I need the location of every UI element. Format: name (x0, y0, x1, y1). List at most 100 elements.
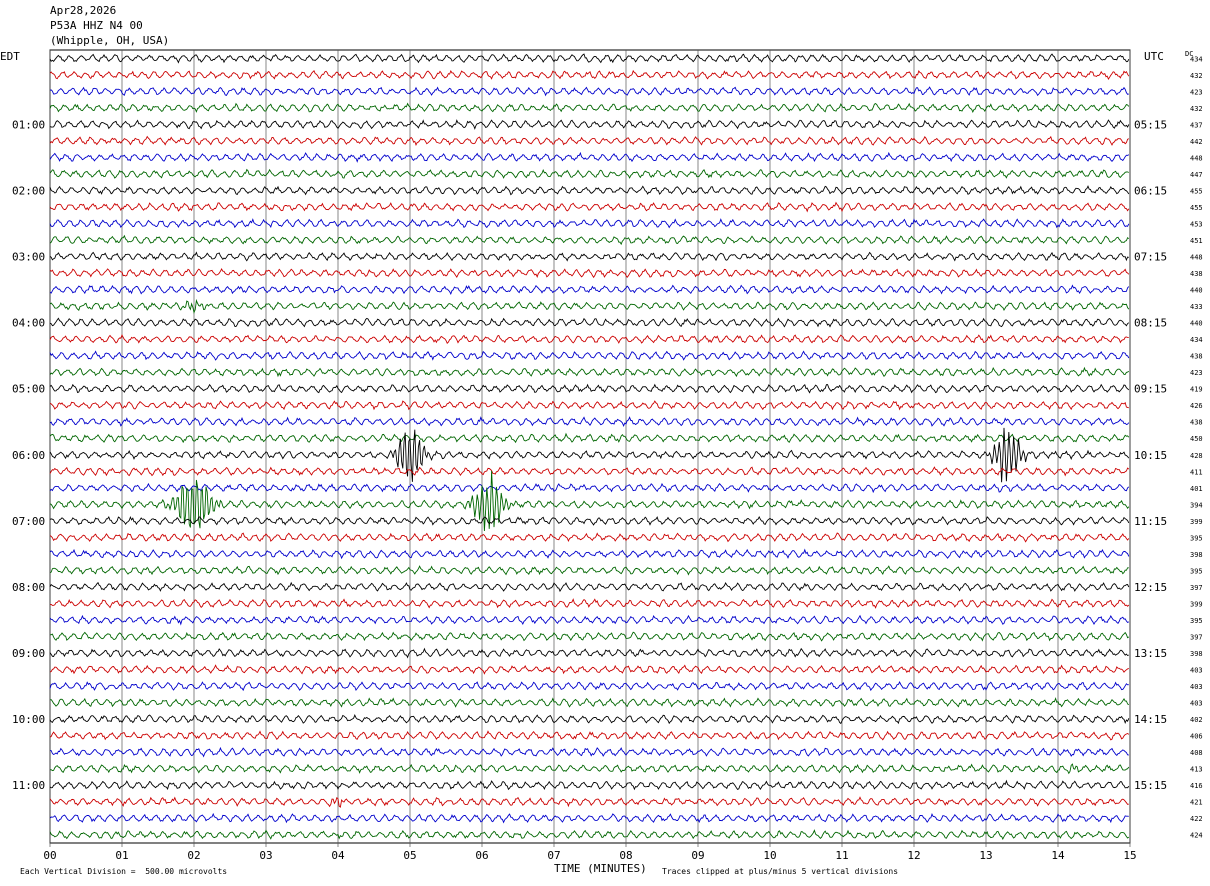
seismic-trace (49, 812, 1129, 824)
seismic-trace (49, 416, 1130, 427)
utc-axis-label: UTC (1144, 50, 1164, 63)
dc-offset-label: 413 (1190, 766, 1203, 774)
utc-hour-label: 11:15 (1134, 515, 1167, 528)
seismic-trace (49, 69, 1130, 80)
seismic-trace (49, 482, 1130, 494)
dc-offset-label: 442 (1190, 138, 1203, 146)
dc-offset-label: 438 (1190, 353, 1203, 361)
seismic-trace (49, 427, 1130, 483)
dc-offset-label: 398 (1190, 650, 1203, 658)
dc-offset-label: 399 (1190, 600, 1203, 608)
seismic-trace (49, 168, 1130, 179)
dc-offset-label: 422 (1190, 815, 1203, 823)
dc-offset-label: 408 (1190, 749, 1203, 757)
utc-hour-label: 09:15 (1134, 383, 1167, 396)
dc-offset-label: 411 (1190, 468, 1203, 476)
seismic-trace (49, 730, 1130, 741)
x-tick-label: 05 (403, 849, 416, 862)
seismic-trace (49, 218, 1130, 229)
seismic-trace (49, 185, 1130, 196)
dc-offset-label: 428 (1190, 452, 1203, 460)
utc-hour-label: 05:15 (1134, 118, 1167, 131)
seismic-trace (49, 763, 1130, 775)
dc-offset-label: 450 (1190, 435, 1203, 443)
dc-offset-label: 403 (1190, 700, 1203, 708)
plot-date: Apr28,2026 (50, 4, 117, 17)
dc-offset-label: 403 (1190, 667, 1203, 675)
seismic-trace (49, 102, 1130, 113)
dc-offset-label: 424 (1190, 832, 1203, 840)
seismic-trace (49, 680, 1129, 692)
utc-hour-label: 13:15 (1134, 647, 1167, 660)
x-tick-label: 13 (979, 849, 992, 862)
utc-hour-label: 15:15 (1134, 779, 1167, 792)
seismic-trace (49, 400, 1129, 411)
seismic-trace (49, 317, 1130, 328)
dc-offset-label: 406 (1190, 733, 1203, 741)
edt-hour-label: 11:00 (12, 779, 45, 792)
dc-offset-label: 455 (1190, 187, 1203, 195)
dc-offset-label: 448 (1190, 254, 1203, 262)
edt-hour-label: 04:00 (12, 317, 45, 330)
x-tick-label: 03 (259, 849, 272, 862)
seismic-trace (49, 664, 1129, 675)
seismic-trace (49, 779, 1130, 791)
dc-offset-label: 395 (1190, 617, 1203, 625)
edt-hour-label: 03:00 (12, 251, 45, 264)
x-tick-label: 09 (691, 849, 704, 862)
dc-offset-label: 421 (1190, 799, 1203, 807)
seismic-trace (49, 614, 1130, 626)
edt-hour-label: 05:00 (12, 383, 45, 396)
dc-offset-label: 453 (1190, 220, 1203, 228)
edt-hour-label: 09:00 (12, 647, 45, 660)
seismic-trace (49, 53, 1130, 64)
dc-offset-label: 437 (1190, 121, 1203, 129)
dc-offset-label: 397 (1190, 584, 1203, 592)
dc-offset-label: 432 (1190, 105, 1203, 113)
dc-offset-label: 416 (1190, 782, 1203, 790)
seismic-trace (49, 268, 1130, 279)
seismic-trace (49, 284, 1130, 296)
x-tick-label: 02 (187, 849, 200, 862)
dc-offset-label: 394 (1190, 501, 1203, 509)
seismic-trace (49, 829, 1130, 841)
seismic-trace (49, 532, 1130, 543)
seismic-trace (49, 366, 1130, 378)
dc-offset-label: 402 (1190, 716, 1203, 724)
utc-hour-label: 14:15 (1134, 713, 1167, 726)
utc-hour-label: 08:15 (1134, 317, 1167, 330)
edt-hour-label: 01:00 (12, 118, 45, 131)
seismic-trace (49, 581, 1130, 593)
seismic-trace (49, 383, 1130, 394)
edt-axis-label: EDT (0, 50, 20, 63)
x-tick-label: 14 (1051, 849, 1065, 862)
edt-hour-label: 10:00 (12, 713, 45, 726)
dc-offset-label: 399 (1190, 518, 1203, 526)
seismic-trace (49, 631, 1130, 642)
dc-offset-label: 448 (1190, 154, 1203, 162)
dc-offset-label: 395 (1190, 567, 1203, 575)
seismic-trace (49, 565, 1129, 576)
edt-hour-label: 07:00 (12, 515, 45, 528)
seismic-trace (50, 598, 1130, 609)
x-tick-label: 01 (115, 849, 128, 862)
utc-hour-label: 10:15 (1134, 449, 1167, 462)
dc-offset-label: 433 (1190, 303, 1203, 311)
clip-note: Traces clipped at plus/minus 5 vertical … (662, 867, 899, 876)
x-tick-label: 10 (763, 849, 776, 862)
dc-offset-label: 395 (1190, 534, 1203, 542)
seismic-trace (49, 697, 1130, 708)
station-code: P53A HHZ N4 00 (50, 19, 143, 32)
seismic-trace (49, 548, 1130, 560)
dc-offset-label: 434 (1190, 336, 1203, 344)
seismic-trace (49, 251, 1129, 262)
dc-offset-label: 451 (1190, 237, 1203, 245)
x-axis-label: TIME (MINUTES) (554, 862, 647, 875)
x-tick-label: 07 (547, 849, 560, 862)
dc-offset-label: 403 (1190, 683, 1203, 691)
seismic-trace (49, 515, 1130, 526)
seismic-trace (49, 86, 1129, 97)
dc-offset-label: 440 (1190, 287, 1203, 295)
x-tick-label: 12 (907, 849, 920, 862)
